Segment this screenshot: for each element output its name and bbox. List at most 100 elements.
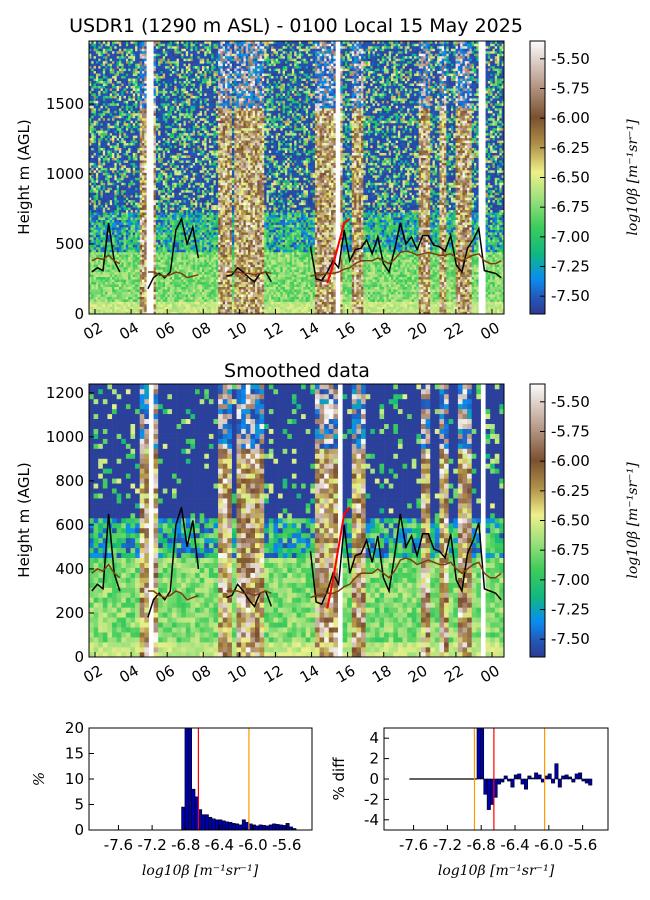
heatmap-cell — [105, 217, 108, 220]
heatmap-cell — [126, 195, 129, 198]
heatmap-cell — [167, 185, 170, 188]
heatmap-cell — [181, 299, 184, 302]
heatmap-cell — [114, 115, 117, 118]
heatmap-cell — [174, 187, 177, 190]
heatmap-cell — [124, 91, 127, 94]
heatmap-cell — [112, 135, 115, 138]
heatmap-cell — [101, 237, 104, 240]
heatmap-cell — [140, 96, 143, 99]
heatmap-cell — [174, 101, 177, 104]
heatmap-cell — [98, 187, 101, 190]
heatmap-cell — [128, 108, 131, 111]
heatmap-cell — [188, 115, 191, 118]
heatmap-cell — [94, 108, 97, 111]
heatmap-cell — [137, 277, 140, 280]
heatmap-cell — [193, 267, 196, 270]
heatmap-cell — [142, 160, 145, 163]
heatmap-cell — [119, 108, 122, 111]
heatmap-cell — [181, 180, 184, 183]
heatmap-cell — [140, 165, 143, 168]
heatmap-cell — [135, 53, 138, 56]
heatmap-cell — [124, 43, 127, 46]
heatmap-cell — [181, 282, 184, 285]
heatmap-cell — [107, 259, 110, 262]
heatmap-cell — [184, 185, 187, 188]
heatmap-cell — [126, 165, 129, 168]
heatmap-cell — [181, 46, 184, 49]
heatmap-cell — [147, 143, 150, 146]
heatmap-cell — [91, 247, 94, 250]
heatmap-cell — [101, 76, 104, 79]
heatmap-cell — [149, 299, 152, 302]
heatmap-cell — [140, 294, 143, 297]
heatmap-cell — [170, 43, 173, 46]
heatmap-cell — [91, 145, 94, 148]
heatmap-cell — [137, 254, 140, 257]
heatmap-cell — [163, 242, 166, 245]
heatmap-cell — [151, 257, 154, 260]
heatmap-cell — [91, 230, 94, 233]
heatmap-cell — [137, 235, 140, 238]
heatmap-cell — [128, 249, 131, 252]
heatmap-cell — [163, 115, 166, 118]
heatmap-cell — [156, 217, 159, 220]
heatmap-cell — [124, 294, 127, 297]
heatmap-cell — [107, 133, 110, 136]
heatmap-cell — [142, 123, 145, 126]
heatmap-cell — [135, 287, 138, 290]
heatmap-cell — [96, 81, 99, 84]
heatmap-cell — [101, 96, 104, 99]
heatmap-cell — [174, 259, 177, 262]
heatmap-cell — [126, 145, 129, 148]
heatmap-cell — [181, 237, 184, 240]
heatmap-cell — [137, 304, 140, 307]
heatmap-cell — [149, 158, 152, 161]
heatmap-cell — [121, 88, 124, 91]
heatmap-cell — [142, 252, 145, 255]
heatmap-cell — [167, 91, 170, 94]
heatmap-cell — [181, 277, 184, 280]
heatmap-cell — [188, 56, 191, 59]
heatmap-cell — [144, 143, 147, 146]
heatmap-cell — [149, 274, 152, 277]
heatmap-cell — [160, 158, 163, 161]
heatmap-cell — [124, 51, 127, 54]
heatmap-cell — [131, 254, 134, 257]
heatmap-cell — [149, 118, 152, 121]
heatmap-cell — [165, 158, 168, 161]
heatmap-cell — [135, 163, 138, 166]
heatmap-cell — [103, 155, 106, 158]
heatmap-cell — [156, 135, 159, 138]
heatmap-cell — [158, 220, 161, 223]
heatmap-cell — [193, 307, 196, 310]
heatmap-cell — [124, 93, 127, 96]
heatmap-cell — [142, 66, 145, 69]
heatmap-cell — [119, 205, 122, 208]
heatmap-cell — [144, 262, 147, 265]
heatmap-cell — [140, 88, 143, 91]
heatmap-cell — [167, 110, 170, 113]
heatmap-cell — [142, 269, 145, 272]
heatmap-cell — [124, 299, 127, 302]
heatmap-cell — [167, 128, 170, 131]
heatmap-cell — [167, 207, 170, 210]
heatmap-cell — [121, 58, 124, 61]
heatmap-cell — [184, 192, 187, 195]
heatmap-cell — [184, 282, 187, 285]
heatmap-cell — [149, 217, 152, 220]
heatmap-cell — [163, 287, 166, 290]
heatmap-cell — [158, 115, 161, 118]
heatmap-cell — [114, 279, 117, 282]
heatmap-cell — [94, 202, 97, 205]
heatmap-cell — [149, 215, 152, 218]
heatmap-cell — [110, 78, 113, 81]
heatmap-cell — [114, 128, 117, 131]
heatmap-cell — [186, 120, 189, 123]
heatmap-cell — [188, 190, 191, 193]
heatmap-cell — [149, 115, 152, 118]
heatmap-cell — [137, 175, 140, 178]
heatmap-cell — [105, 274, 108, 277]
heatmap-cell — [121, 128, 124, 131]
heatmap-cell — [142, 86, 145, 89]
heatmap-cell — [110, 61, 113, 64]
